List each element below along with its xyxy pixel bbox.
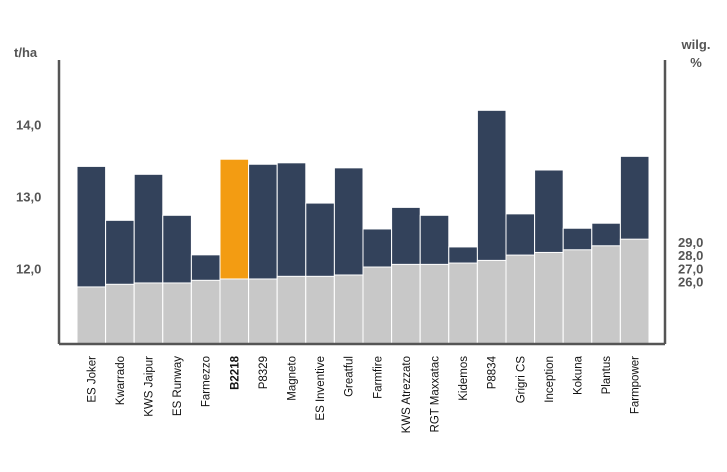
right-tick-label: 26,0 [678, 275, 703, 290]
category-label: Magneto [287, 356, 299, 401]
right-tick-label: 29,0 [678, 235, 703, 250]
moisture-bar [276, 275, 307, 345]
category-label: ES Joker [86, 356, 98, 403]
category-label: Plantus [601, 356, 613, 395]
moisture-bar [619, 238, 650, 345]
right-axis-title-line1: wilg. [681, 37, 711, 52]
moisture-bar [505, 254, 536, 345]
category-label: B2218 [229, 355, 241, 389]
category-label: Grigri CS [515, 356, 527, 404]
moisture-bar [305, 275, 335, 345]
moisture-bar [76, 286, 107, 345]
category-label: P8834 [487, 355, 499, 389]
right-axis-title-line2: % [690, 55, 702, 70]
category-label: ES Runway [172, 356, 184, 416]
category-label: P8329 [258, 356, 270, 389]
category-label: Greatful [344, 356, 356, 397]
moisture-bar [105, 283, 135, 345]
category-label: KWS Jaipur [144, 356, 156, 417]
moisture-bar [591, 245, 621, 345]
moisture-bar [219, 278, 250, 345]
moisture-bar [391, 263, 421, 345]
category-label: Inception [544, 356, 556, 403]
category-label: ES Inventive [315, 356, 327, 421]
left-tick-label: 12,0 [16, 262, 41, 277]
moisture-bar [562, 249, 593, 345]
moisture-bar [162, 282, 192, 345]
category-label: KWS Atrezzato [401, 356, 413, 433]
moisture-bar [133, 282, 164, 345]
moisture-bar [476, 259, 507, 345]
moisture-bar [419, 263, 450, 345]
left-tick-label: 13,0 [16, 190, 41, 205]
category-label: Farmpower [630, 356, 642, 414]
left-axis-title: t/ha [14, 45, 38, 60]
category-label: Farmezzo [201, 356, 213, 407]
left-tick-label: 14,0 [16, 118, 41, 133]
category-label: Kokuna [573, 355, 585, 395]
bars-group [76, 109, 650, 345]
category-labels: ES Joker Kwarrado KWS Jaipur ES Runway Farme… [86, 355, 641, 433]
category-label: RGT Maxxatac [430, 356, 442, 433]
moisture-bar [362, 266, 393, 345]
moisture-bar [333, 274, 364, 345]
left-axis-ticks: 12,0 13,0 14,0 [16, 118, 41, 277]
right-tick-label: 28,0 [678, 248, 703, 263]
moisture-bar [448, 262, 478, 345]
moisture-bar [190, 279, 221, 345]
right-tick-label: 27,0 [678, 261, 703, 276]
right-axis-ticks: 26,027,028,029,0 [678, 235, 703, 290]
category-label: Kidemos [458, 356, 470, 401]
moisture-bar [534, 251, 564, 345]
moisture-bar [248, 278, 278, 345]
category-label: Kwarrado [115, 356, 127, 405]
category-label: Farmfire [372, 356, 384, 399]
